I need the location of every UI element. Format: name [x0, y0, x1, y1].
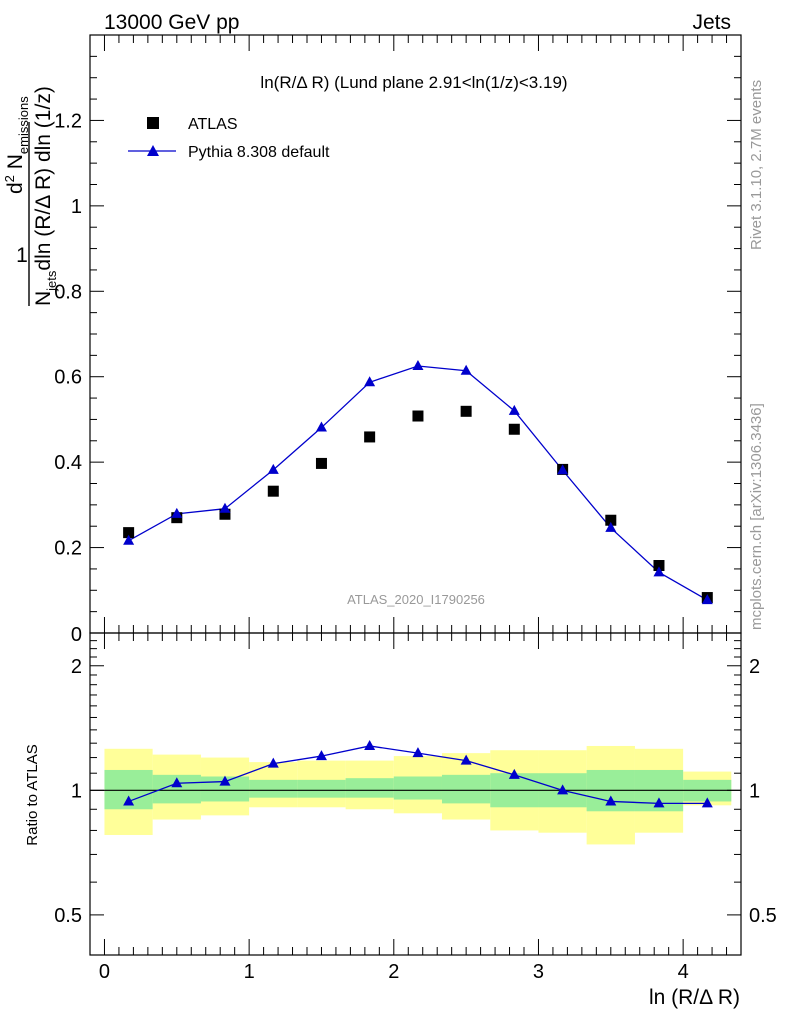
ratio-y-tick-label: 1 [71, 780, 82, 802]
data-point [508, 423, 520, 435]
legend-mc-label: Pythia 8.308 default [188, 144, 330, 161]
y-tick-label-zero: 0 [71, 624, 82, 646]
ratio-mc-point [171, 777, 183, 788]
svg-text:Ratio to ATLAS: Ratio to ATLAS [24, 744, 41, 845]
x-tick-label: 1 [244, 961, 255, 983]
mc-point [557, 464, 569, 475]
y-tick-label: 0.8 [54, 281, 82, 303]
data-point [460, 405, 472, 417]
header-process-label: Jets [692, 11, 731, 34]
mc-point [701, 594, 713, 605]
ratio-ylabel: Ratio to ATLAS [24, 744, 41, 845]
ratio-mc-point [605, 795, 617, 806]
svg-text:Njetsdln (R/Δ R) dln (1/z): Njetsdln (R/Δ R) dln (1/z) [32, 86, 59, 306]
plot-title: ln(R/Δ R) (Lund plane 2.91<ln(1/z)<3.19) [260, 73, 567, 92]
mc-point [219, 502, 231, 513]
ratio-y-tick-label: 0.5 [54, 905, 82, 927]
band-inner-bin [441, 774, 491, 804]
mcplots-label: mcplots.cern.ch [arXiv:1306.3436] [748, 403, 765, 630]
data-point [315, 457, 327, 469]
ratio-panel: 0.5 0.5 1 1 2 2 0 1 2 3 4 Ratio to ATLAS ln (R/Δ R… [24, 632, 777, 1009]
mc-point [460, 364, 472, 375]
band-inner-bin [249, 779, 298, 798]
data-point [605, 514, 617, 526]
ratio-mc-point [508, 768, 520, 779]
mc-point [171, 507, 183, 518]
mc-line [128, 365, 708, 601]
main-curves [123, 360, 713, 605]
x-tick-label: 3 [533, 961, 544, 983]
mc-point [123, 534, 135, 545]
main-ticks: 0.2 0.4 0.6 0.8 1 1.2 0 [54, 35, 741, 646]
ratio-mc-point [701, 797, 713, 808]
x-tick-label: 0 [99, 961, 110, 983]
xaxis-label: ln (R/Δ R) [649, 986, 740, 1009]
ylabel-one: 1 [16, 244, 28, 267]
ratio-frame [89, 632, 742, 956]
y-tick-label: 1 [71, 196, 82, 218]
legend-data-marker [147, 117, 159, 129]
mc-point [508, 404, 520, 415]
analysis-watermark: ATLAS_2020_I1790256 [347, 592, 485, 607]
ratio-y-tick-label: 2 [71, 656, 82, 678]
data-point [267, 485, 279, 497]
ratio-y-tick-label-right: 2 [749, 656, 760, 678]
ratio-mc-point [267, 757, 279, 768]
header-energy-label: 13000 GeV pp [104, 11, 239, 34]
rivet-version-label: Rivet 3.1.10, 2.7M events [748, 80, 765, 250]
ratio-curves [123, 739, 713, 808]
x-tick-label: 2 [388, 961, 399, 983]
data-point [653, 560, 665, 572]
data-point [364, 431, 376, 443]
ylabel-denominator: Njetsdln (R/Δ R) dln (1/z) [32, 86, 59, 306]
mc-point [364, 376, 376, 387]
legend: ATLAS Pythia 8.308 default [128, 116, 330, 161]
y-tick-label: 0.6 [54, 367, 82, 389]
y-tick-label: 0.4 [54, 452, 82, 474]
mc-point [267, 463, 279, 474]
legend-data-label: ATLAS [188, 116, 238, 133]
main-panel: 0.2 0.4 0.6 0.8 1 1.2 0 ln(R/Δ R) (Lund plane … [2, 34, 742, 646]
ratio-bands [90, 745, 741, 845]
x-tick-label: 4 [678, 961, 689, 983]
y-tick-label: 0.2 [54, 538, 82, 560]
legend-mc-marker [147, 145, 159, 156]
svg-text:Rivet 3.1.10, 2.7M events: Rivet 3.1.10, 2.7M events [748, 80, 765, 250]
ratio-mc-point [315, 750, 327, 761]
mc-point [412, 360, 424, 371]
ratio-mc-point [412, 747, 424, 758]
mc-point [653, 566, 665, 577]
data-point [412, 410, 424, 422]
ratio-mc-point [557, 784, 569, 795]
band-inner-bin [393, 776, 442, 800]
ylabel-numerator: d2 Nemissions [2, 96, 31, 194]
mc-point [605, 521, 617, 532]
main-ylabel: 1 Njetsdln (R/Δ R) dln (1/z) d2 Nemissio… [2, 86, 59, 306]
ratio-mc-point [364, 739, 376, 750]
ratio-mc-point [460, 754, 472, 765]
data-point [123, 527, 135, 539]
mc-point [315, 421, 327, 432]
ratio-ticks: 0.5 0.5 1 1 2 2 0 1 2 3 4 [54, 633, 777, 983]
ratio-mc-point [219, 775, 231, 786]
y-tick-label: 1.2 [54, 110, 82, 132]
band-inner-bin [297, 779, 346, 798]
ratio-y-tick-label-right: 0.5 [749, 905, 777, 927]
svg-text:d2 Nemissions: d2 Nemissions [2, 96, 31, 194]
ratio-mc-point [653, 797, 665, 808]
ratio-y-tick-label-right: 1 [749, 780, 760, 802]
svg-text:mcplots.cern.ch [arXiv:1306.34: mcplots.cern.ch [arXiv:1306.3436] [748, 403, 765, 630]
band-inner-bin [345, 778, 394, 798]
data-point [219, 508, 231, 520]
ratio-mc-point [123, 795, 135, 806]
